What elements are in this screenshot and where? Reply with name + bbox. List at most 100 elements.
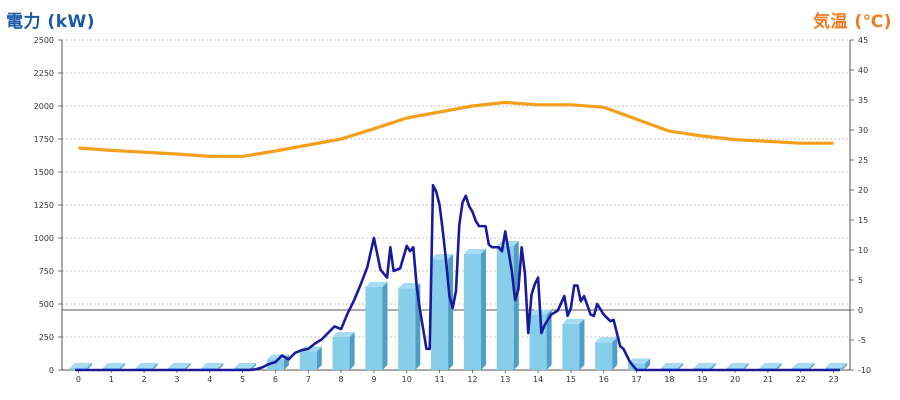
x-tick-label: 16 (599, 375, 609, 384)
right-tick-label: 45 (858, 36, 868, 45)
bar-top (792, 363, 815, 368)
bar-front (365, 286, 383, 370)
x-tick-label: 23 (828, 375, 838, 384)
right-tick-label: 25 (858, 156, 868, 165)
bar-front (431, 259, 449, 370)
x-tick-label: 18 (664, 375, 674, 384)
x-tick-label: 22 (796, 375, 806, 384)
bar-front (398, 288, 416, 370)
bar-side (546, 309, 552, 370)
right-tick-label: 10 (858, 246, 868, 255)
left-tick-label: 250 (39, 333, 54, 342)
power-bar (299, 346, 322, 370)
bar-top (431, 254, 454, 260)
bar-side (612, 337, 618, 370)
bar-top (759, 363, 782, 368)
x-tick-label: 1 (109, 375, 114, 384)
bar-top (398, 283, 421, 289)
bar-top (234, 363, 257, 368)
bar-top (365, 281, 388, 287)
tick-layer: 02505007501000125015001750200022502500-1… (34, 36, 871, 384)
right-tick-label: -10 (858, 366, 871, 375)
x-tick-label: 20 (730, 375, 740, 384)
left-axis-title: 電力 (kW) (6, 12, 96, 32)
right-tick-label: 20 (858, 186, 868, 195)
bar-top (595, 337, 618, 343)
bar-side (185, 363, 191, 370)
power-5min-line (75, 183, 841, 372)
bar-top (102, 363, 125, 368)
right-tick-label: 30 (858, 126, 868, 135)
left-tick-label: 2000 (34, 102, 54, 111)
left-tick-label: 1750 (34, 135, 54, 144)
temperature-line (78, 100, 834, 158)
bar-side (251, 363, 257, 370)
left-tick-label: 1500 (34, 168, 54, 177)
right-axis-title: 気温 (℃) (812, 12, 892, 32)
bar-side (809, 363, 815, 370)
left-tick-label: 0 (49, 366, 54, 375)
bar-side (677, 363, 683, 370)
bar-front (266, 359, 284, 370)
x-tick-label: 13 (500, 375, 510, 384)
x-tick-label: 11 (434, 375, 444, 384)
x-tick-label: 12 (467, 375, 477, 384)
left-tick-label: 750 (39, 267, 54, 276)
bar-side (218, 363, 224, 370)
bar-side (710, 363, 716, 370)
bar-side (119, 363, 125, 370)
x-tick-label: 4 (207, 375, 212, 384)
bar-layer (69, 240, 848, 370)
bar-front (595, 342, 613, 370)
power-bar (431, 254, 454, 370)
bar-front (562, 323, 580, 370)
right-tick-label: -5 (858, 336, 866, 345)
power-bar (628, 358, 651, 370)
right-tick-label: 15 (858, 216, 868, 225)
right-tick-label: 35 (858, 96, 868, 105)
bar-front (628, 363, 646, 370)
bar-top (562, 318, 585, 324)
left-tick-label: 2500 (34, 36, 54, 45)
left-tick-label: 1250 (34, 201, 54, 210)
bar-front (299, 351, 317, 370)
power-bar (365, 281, 388, 370)
bar-side (513, 240, 519, 370)
bar-side (842, 363, 848, 370)
x-tick-label: 10 (402, 375, 412, 384)
x-tick-label: 5 (240, 375, 245, 384)
bar-front (529, 314, 547, 370)
right-tick-label: 5 (858, 276, 863, 285)
power-bar (332, 332, 355, 370)
left-tick-label: 2250 (34, 69, 54, 78)
grid-layer (62, 39, 850, 338)
bar-top (332, 332, 355, 337)
power-bar (562, 318, 585, 370)
line-layer (75, 100, 841, 372)
bar-side (152, 363, 158, 370)
bar-side (776, 363, 782, 370)
x-tick-label: 3 (174, 375, 179, 384)
x-tick-label: 14 (533, 375, 543, 384)
bar-top (825, 363, 848, 368)
bar-top (628, 358, 651, 364)
bar-front (496, 245, 514, 370)
bar-top (693, 363, 716, 368)
bar-side (316, 346, 322, 370)
bar-top (726, 363, 749, 368)
bar-side (448, 254, 454, 370)
power-bar (496, 240, 519, 370)
bar-side (480, 248, 486, 370)
x-tick-label: 8 (339, 375, 344, 384)
bar-side (743, 363, 749, 370)
power-bar (595, 337, 618, 370)
bar-side (349, 332, 355, 370)
bar-side (382, 281, 388, 370)
bar-top (660, 363, 683, 368)
bar-top (463, 248, 486, 254)
x-tick-label: 2 (142, 375, 147, 384)
x-tick-label: 7 (306, 375, 311, 384)
bar-side (86, 363, 92, 370)
x-tick-label: 9 (371, 375, 376, 384)
